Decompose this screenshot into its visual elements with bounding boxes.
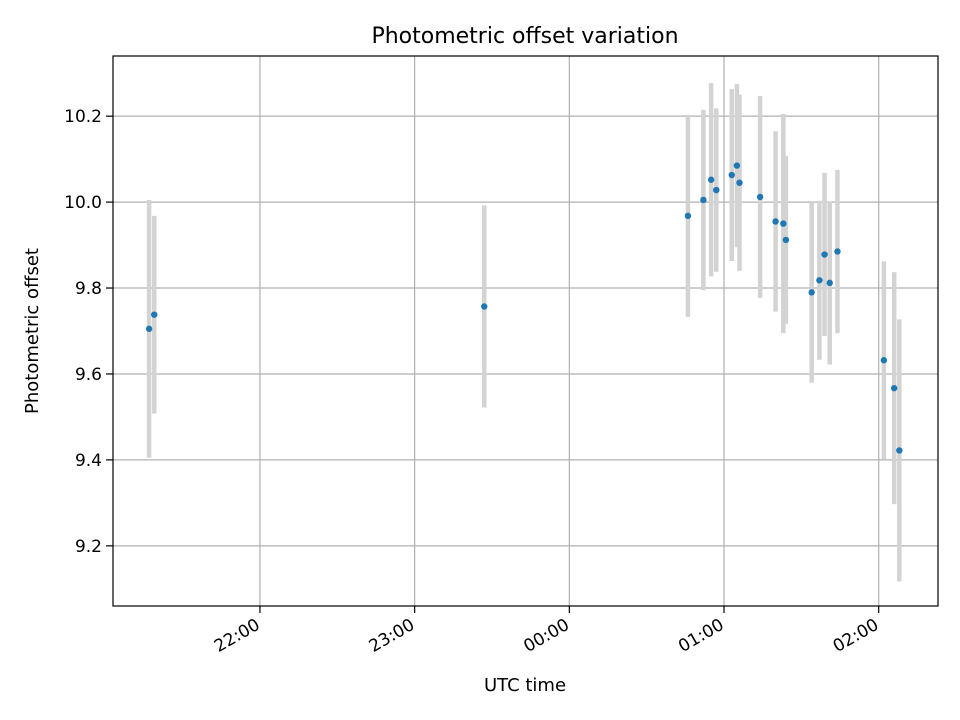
data-point	[756, 193, 764, 201]
y-tick-label: 10.0	[64, 193, 102, 213]
data-point	[782, 236, 790, 244]
data-point	[821, 251, 828, 258]
y-tick-label: 9.4	[75, 451, 102, 471]
data-points	[145, 162, 903, 454]
y-axis-ticks: 9.2 9.4 9.6 9.8 10.0 10.2	[64, 107, 113, 557]
grid-lines	[113, 56, 938, 606]
data-point	[780, 220, 787, 227]
data-point	[733, 162, 741, 169]
y-tick-label: 9.6	[75, 365, 102, 385]
data-point	[890, 384, 898, 392]
data-point	[772, 218, 779, 225]
data-point	[481, 303, 488, 310]
data-point	[880, 357, 888, 364]
data-point	[816, 277, 823, 284]
data-point	[713, 186, 720, 194]
y-tick-label: 9.8	[75, 279, 102, 299]
data-point	[151, 311, 158, 318]
data-point	[728, 171, 735, 179]
plot-frame	[112, 55, 939, 607]
x-axis-label: UTC time	[484, 675, 566, 696]
data-point	[736, 179, 743, 186]
y-axis-label: Photometric offset	[22, 248, 43, 414]
data-point	[834, 248, 841, 255]
data-point	[145, 325, 153, 333]
plot-area	[113, 56, 938, 606]
data-point	[700, 196, 707, 204]
data-point	[826, 279, 833, 287]
data-point	[684, 212, 692, 220]
chart-title: Photometric offset variation	[371, 24, 678, 49]
data-point	[808, 289, 815, 296]
y-tick-label: 10.2	[64, 107, 102, 127]
data-point	[707, 176, 715, 183]
data-point	[896, 447, 903, 454]
y-tick-label: 9.2	[75, 537, 102, 557]
